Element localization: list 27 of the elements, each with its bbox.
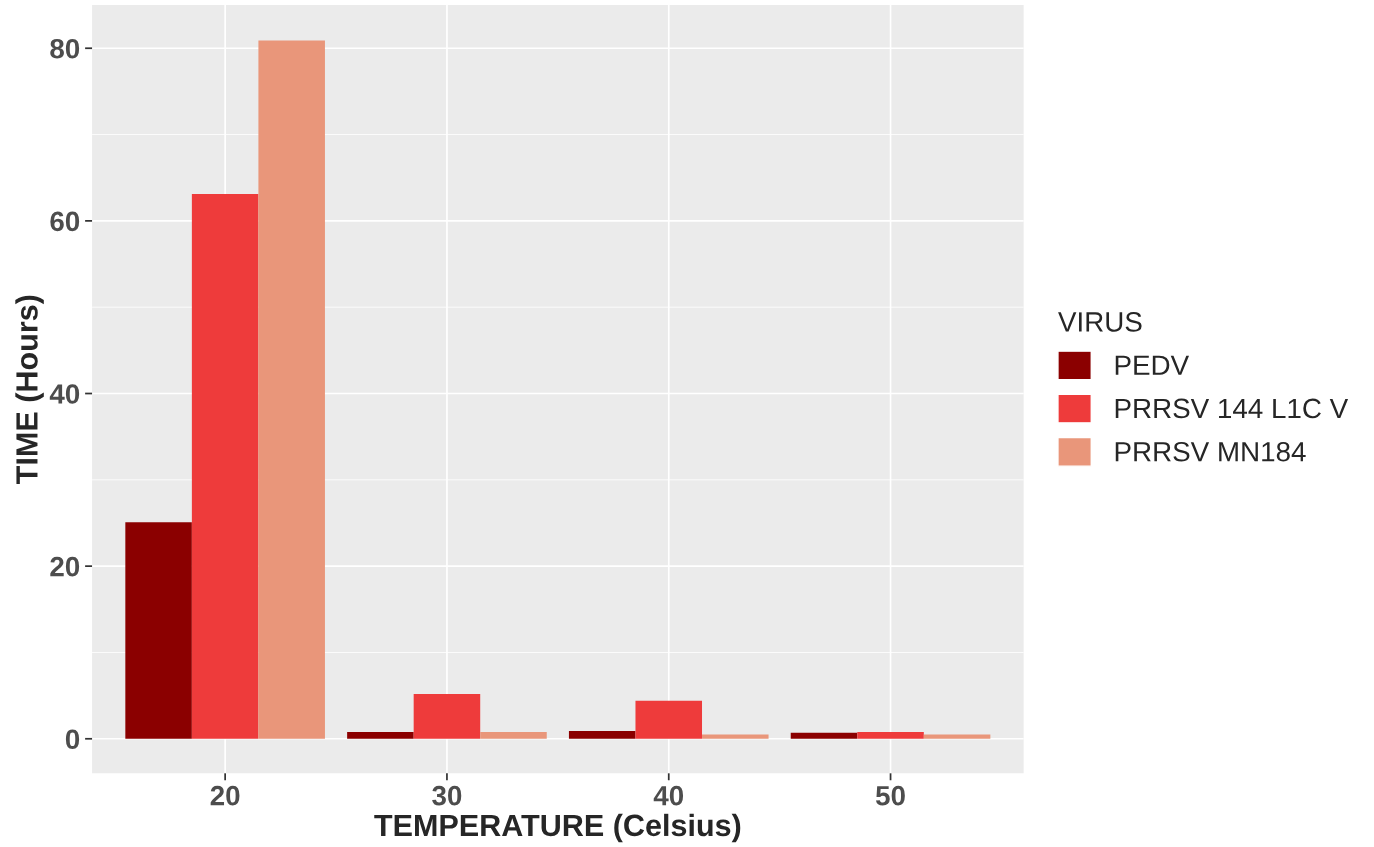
- x-tick-label: 40: [653, 785, 684, 806]
- y-tick-label: 60: [50, 211, 80, 232]
- bar: [347, 731, 414, 739]
- bar: [568, 731, 636, 739]
- x-tick-label: 30: [432, 785, 462, 806]
- x-tick-label: 50: [875, 785, 905, 806]
- bar: [635, 700, 703, 739]
- bar: [702, 734, 769, 739]
- y-tick-label: 40: [49, 384, 80, 404]
- legend-title: VIRUS: [1058, 312, 1142, 332]
- legend-label: PRRSV MN184: [1115, 441, 1306, 462]
- y-tick-label: 0: [65, 729, 80, 750]
- bar: [790, 732, 858, 739]
- bar: [191, 194, 259, 739]
- bar: [258, 40, 325, 739]
- bar: [480, 731, 547, 739]
- bar: [857, 731, 924, 739]
- x-axis-title: TEMPERATURE (Celsius): [374, 813, 741, 843]
- bar: [125, 522, 192, 739]
- y-tick-label: 80: [50, 38, 80, 59]
- y-tick-label: 20: [50, 556, 80, 577]
- x-tick-label: 20: [210, 785, 240, 806]
- legend-label: PEDV: [1115, 355, 1190, 375]
- legend-label: PRRSV 144 L1C V: [1115, 398, 1349, 419]
- bar: [413, 693, 481, 739]
- bar: [923, 734, 991, 739]
- y-axis-title: TIME (Hours): [15, 295, 44, 484]
